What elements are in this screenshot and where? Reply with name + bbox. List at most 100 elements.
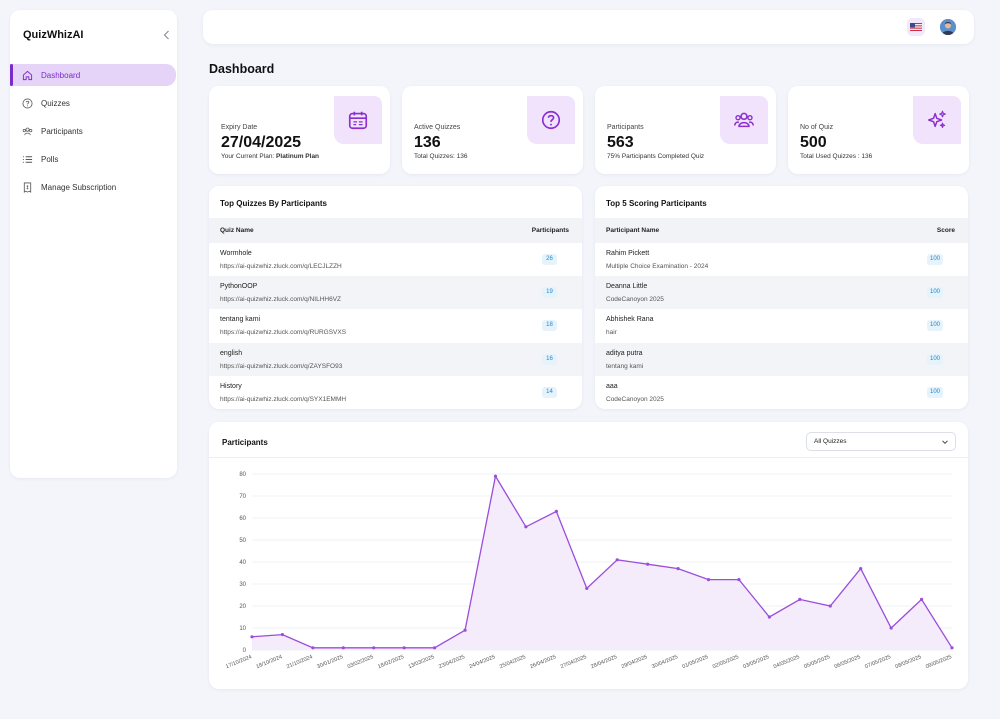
- score-badge: 100: [926, 386, 943, 398]
- data-point: [950, 646, 954, 650]
- chevron-down-icon: [942, 440, 948, 445]
- chevron-left-icon[interactable]: [160, 28, 174, 42]
- y-tick-label: 40: [239, 560, 246, 566]
- table-row[interactable]: History https://ai-quizwhiz.zluck.com/q/…: [209, 376, 582, 409]
- panel-title: Top Quizzes By Participants: [220, 199, 327, 208]
- table-header: Quiz Name Participants: [209, 218, 582, 243]
- column-header: Score: [936, 227, 955, 234]
- sidebar-nav: Dashboard Quizzes Participants Polls Man…: [10, 64, 177, 204]
- participants-badge: 26: [542, 254, 557, 265]
- sidebar-item-polls[interactable]: Polls: [10, 148, 177, 170]
- quiz-url[interactable]: https://ai-quizwhiz.zluck.com/q/NILHH6VZ: [220, 296, 342, 304]
- participant-quiz: hair: [606, 329, 617, 337]
- stat-label: No of Quiz: [800, 124, 834, 131]
- sidebar-item-manage-subscription[interactable]: Manage Subscription: [10, 176, 177, 198]
- x-tick-label: 25/04/2025: [499, 654, 527, 670]
- participants-line-chart: 0 10 20 30 40 50 60 70 80 17/10/2024 18/10/2024 21/…: [225, 472, 954, 670]
- x-tick-label: 03/05/2025: [742, 654, 770, 670]
- stat-card-expiry: Expiry Date 27/04/2025 Your Current Plan…: [209, 86, 390, 174]
- quiz-name: History: [220, 382, 242, 390]
- column-header: Participants: [531, 227, 569, 234]
- sidebar-item-label: Polls: [41, 154, 59, 164]
- x-tick-label: 27/04/2025: [560, 654, 588, 670]
- quiz-url[interactable]: https://ai-quizwhiz.zluck.com/q/LECJLZZH: [220, 263, 342, 270]
- app-logo: QuizWhizAI: [23, 29, 84, 41]
- participant-quiz: Multiple Choice Examination - 2024: [606, 263, 709, 270]
- table-row[interactable]: PythonOOP https://ai-quizwhiz.zluck.com/…: [209, 276, 582, 310]
- data-point: [828, 604, 832, 608]
- participant-quiz: tentang kami: [606, 362, 644, 370]
- question-circle-icon: [541, 110, 561, 130]
- sidebar-item-label: Dashboard: [41, 70, 81, 80]
- y-tick-label: 60: [239, 516, 246, 522]
- panel-title: Top 5 Scoring Participants: [606, 199, 707, 208]
- score-badge: 100: [926, 353, 943, 365]
- data-point: [463, 628, 467, 632]
- participants-chart-card: Participants All Quizzes 0 10 20 30 40 50 60 70…: [209, 422, 968, 689]
- stat-subtext: Total Quizzes: 136: [414, 153, 468, 160]
- sparkles-icon: [928, 110, 946, 129]
- x-tick-label: 24/04/2025: [468, 654, 496, 670]
- data-point: [250, 635, 254, 639]
- top-bar: [203, 10, 974, 44]
- user-avatar-icon: [940, 19, 956, 35]
- quiz-url[interactable]: https://ai-quizwhiz.zluck.com/q/RURGSVXS: [220, 329, 347, 337]
- x-tick-label: 02/05/2025: [712, 654, 740, 670]
- divider: [209, 457, 968, 458]
- table-body: Wormhole https://ai-quizwhiz.zluck.com/q…: [209, 243, 582, 409]
- table-body: Rahim Pickett Multiple Choice Examinatio…: [595, 243, 968, 409]
- quiz-url[interactable]: https://ai-quizwhiz.zluck.com/q/ZAYSFO93: [220, 362, 343, 370]
- x-tick-label: 18/10/2024: [255, 654, 283, 670]
- score-badge: 100: [926, 320, 943, 332]
- data-point: [493, 474, 498, 478]
- table-row[interactable]: Abhishek Rana hair 100: [595, 309, 968, 342]
- stat-value: 136: [414, 134, 441, 151]
- participant-quiz: CodeCanoyon 2025: [606, 395, 664, 403]
- x-tick-label: 09/05/2025: [925, 654, 953, 670]
- x-tick-label: 30/04/2025: [651, 654, 679, 670]
- page-title: Dashboard: [209, 62, 275, 76]
- data-point: [919, 597, 924, 601]
- stat-card-no-of-quiz: No of Quiz 500 Total Used Quizzes : 136: [788, 86, 969, 174]
- data-point: [676, 567, 680, 571]
- table-row[interactable]: english https://ai-quizwhiz.zluck.com/q/…: [209, 342, 582, 376]
- y-tick-label: 30: [239, 582, 246, 588]
- sidebar-item-dashboard[interactable]: Dashboard: [10, 64, 176, 86]
- sidebar-item-label: Participants: [41, 126, 83, 136]
- y-tick-label: 70: [239, 494, 246, 500]
- participant-name: aditya putra: [606, 349, 643, 357]
- stat-label: Active Quizzes: [414, 124, 461, 131]
- language-selector[interactable]: [907, 18, 925, 36]
- data-point: [341, 646, 345, 650]
- table-row[interactable]: tentang kami https://ai-quizwhiz.zluck.c…: [209, 309, 582, 342]
- table-row[interactable]: aaa CodeCanoyon 2025 100: [595, 376, 968, 409]
- table-row[interactable]: Wormhole https://ai-quizwhiz.zluck.com/q…: [209, 243, 582, 276]
- stat-icon-box: [334, 96, 382, 144]
- quiz-url[interactable]: https://ai-quizwhiz.zluck.com/q/SYX1EMMH: [220, 395, 347, 403]
- data-point: [889, 626, 893, 630]
- table-row[interactable]: aditya putra tentang kami 100: [595, 342, 968, 376]
- participant-name: Abhishek Rana: [606, 316, 654, 324]
- x-tick-label: 23/04/2025: [438, 654, 466, 670]
- y-tick-label: 20: [239, 604, 246, 610]
- data-point: [706, 578, 711, 582]
- stat-value: 500: [800, 134, 827, 151]
- table-row[interactable]: Deanna Little CodeCanoyon 2025 100: [595, 276, 968, 310]
- column-header: Participant Name: [606, 227, 660, 234]
- stat-subtext: Total Used Quizzes : 136: [800, 153, 873, 160]
- home-icon: [22, 70, 33, 80]
- x-tick-label: 28/04/2025: [590, 654, 618, 670]
- receipt-icon: [23, 182, 32, 193]
- sidebar-item-quizzes[interactable]: Quizzes: [10, 92, 177, 114]
- y-tick-label: 50: [239, 538, 246, 544]
- table-row[interactable]: Rahim Pickett Multiple Choice Examinatio…: [595, 243, 968, 276]
- stat-subtext: 75% Participants Completed Quiz: [607, 153, 705, 160]
- quiz-filter-select[interactable]: All Quizzes: [806, 432, 956, 451]
- table-header: Participant Name Score: [595, 218, 968, 243]
- x-tick-label: 07/05/2025: [864, 654, 892, 670]
- stat-value: 563: [607, 134, 634, 151]
- quiz-name: tentang kami: [220, 316, 261, 324]
- user-avatar[interactable]: [940, 19, 956, 35]
- data-point: [524, 525, 528, 529]
- sidebar-item-participants[interactable]: Participants: [10, 120, 177, 142]
